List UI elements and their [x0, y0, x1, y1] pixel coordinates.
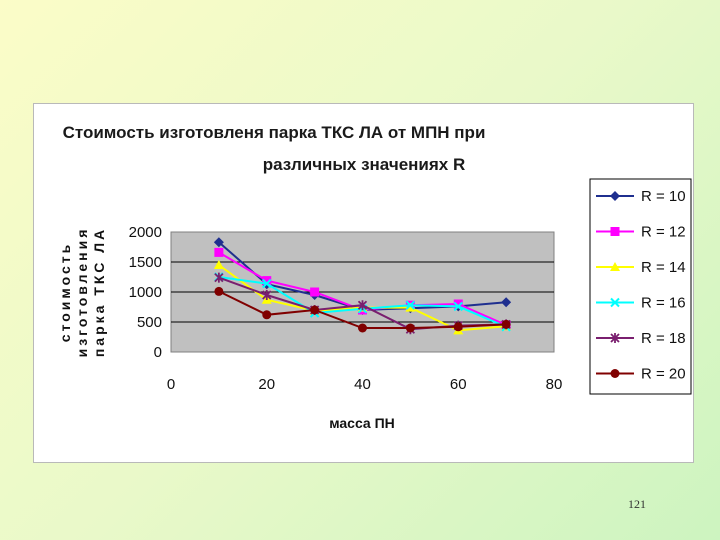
legend-marker	[610, 191, 620, 201]
chart-title-line1: Стоимость изготовленя парка ТКС ЛА от МП…	[63, 123, 486, 142]
legend-marker	[610, 227, 620, 236]
x-tick-label: 20	[258, 376, 275, 393]
chart-container: Стоимость изготовленя парка ТКС ЛА от МП…	[33, 103, 694, 463]
data-point	[310, 305, 320, 315]
legend-item: R = 20	[596, 366, 686, 383]
data-point	[405, 300, 416, 310]
data-point	[358, 323, 367, 333]
data-point	[501, 319, 511, 329]
legend-label: R = 14	[641, 259, 686, 276]
y-axis-label-line3: парка ТКС ЛА	[91, 227, 107, 357]
legend-item: R = 16	[596, 295, 686, 312]
data-point	[453, 301, 463, 312]
data-point	[501, 297, 512, 308]
data-point	[262, 290, 272, 300]
data-point	[213, 260, 224, 269]
x-tick-label: 60	[450, 376, 467, 393]
series-6	[214, 286, 511, 333]
legend-marker	[610, 297, 620, 308]
y-tick-label: 2000	[129, 224, 162, 241]
x-tick-label: 0	[167, 376, 175, 393]
data-point	[262, 310, 272, 320]
legend-marker	[610, 333, 620, 343]
page-number: 121	[628, 497, 646, 511]
y-axis-label: стоимость изготовления парка ТКС ЛА	[57, 227, 107, 358]
legend-label: R = 10	[641, 188, 686, 205]
x-axis-ticks: 0 20 40 60 80	[167, 376, 563, 393]
legend-label: R = 18	[641, 330, 686, 347]
x-tick-label: 80	[546, 376, 563, 393]
data-point	[405, 302, 416, 312]
legend: R = 10 R = 12 R = 14 R = 16 R = 18 R = 20	[596, 188, 686, 383]
y-axis-label-line2: изготовления	[74, 227, 90, 358]
y-axis-ticks: 0 500 1000 1500 2000	[129, 224, 162, 361]
series-group	[213, 237, 512, 335]
chart-svg: Стоимость изготовленя парка ТКС ЛА от МП…	[57, 123, 692, 431]
data-point	[357, 300, 368, 311]
y-tick-label: 0	[154, 344, 162, 361]
x-tick-label: 40	[354, 376, 371, 393]
legend-label: R = 12	[641, 224, 686, 241]
legend-label: R = 16	[641, 295, 686, 312]
data-point	[214, 272, 224, 283]
data-point	[310, 287, 320, 297]
data-point	[214, 286, 224, 296]
y-tick-label: 1500	[129, 254, 162, 271]
legend-box	[589, 178, 692, 395]
legend-item: R = 10	[596, 188, 686, 205]
data-point	[262, 276, 272, 286]
data-point	[214, 247, 224, 257]
legend-item: R = 12	[596, 224, 686, 241]
data-point	[453, 322, 463, 332]
legend-marker	[610, 262, 620, 271]
legend-item: R = 18	[596, 330, 686, 347]
x-axis-label: масса ПН	[329, 415, 395, 431]
data-point	[405, 323, 415, 333]
data-point	[213, 237, 224, 248]
data-point	[262, 278, 272, 289]
data-point	[453, 299, 463, 309]
chart-title-line2: различных значениях R	[263, 155, 466, 174]
legend-marker	[610, 369, 620, 378]
legend-item: R = 14	[596, 259, 686, 276]
y-tick-label: 500	[137, 314, 162, 331]
y-axis-label-line1: стоимость	[57, 242, 73, 342]
y-tick-label: 1000	[129, 284, 162, 301]
legend-label: R = 20	[641, 366, 686, 383]
